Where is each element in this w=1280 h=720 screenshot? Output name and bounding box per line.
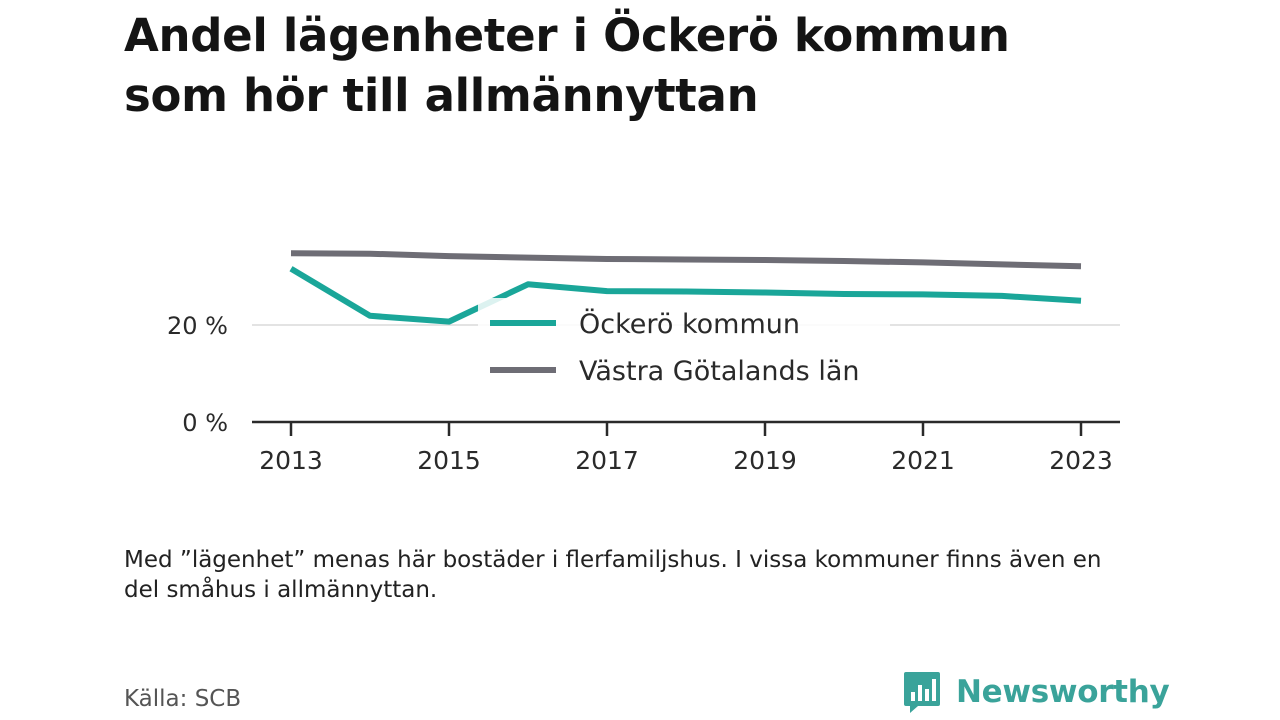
- chart-title-line-2: som hör till allmännyttan: [124, 69, 759, 122]
- legend-label: Västra Götalands län: [579, 356, 859, 387]
- y-tick-label: 0 %: [182, 409, 228, 437]
- chart-title: Andel lägenheter i Öckerö kommun som hör…: [124, 6, 1164, 126]
- y-tick-label: 20 %: [167, 312, 228, 340]
- chart-note: Med ”lägenhet” menas här bostäder i fler…: [124, 547, 1102, 603]
- chart-title-line-1: Andel lägenheter i Öckerö kommun: [124, 9, 1010, 62]
- x-tick-label: 2015: [417, 446, 481, 475]
- legend-label: Öckerö kommun: [579, 308, 800, 340]
- x-tick-label: 2017: [575, 446, 639, 475]
- series-line-1: [289, 266, 1082, 325]
- brand-name: Newsworthy: [956, 674, 1170, 710]
- x-tick-label: 2021: [891, 446, 955, 475]
- legend-box: [478, 298, 890, 402]
- x-tick-label: 2023: [1049, 446, 1113, 475]
- newsworthy-logo-icon: [904, 672, 940, 713]
- brand-logo: Newsworthy: [902, 670, 1170, 714]
- series-line-2: [290, 250, 1082, 270]
- source-credit: Källa: SCB: [124, 686, 242, 712]
- line-chart: 0 % 20 % 2013 2015 2017 2019 2021 2023 Öckerö ko…: [167, 250, 1120, 475]
- x-tick-label: 2019: [733, 446, 797, 475]
- x-tick-label: 2013: [259, 446, 323, 475]
